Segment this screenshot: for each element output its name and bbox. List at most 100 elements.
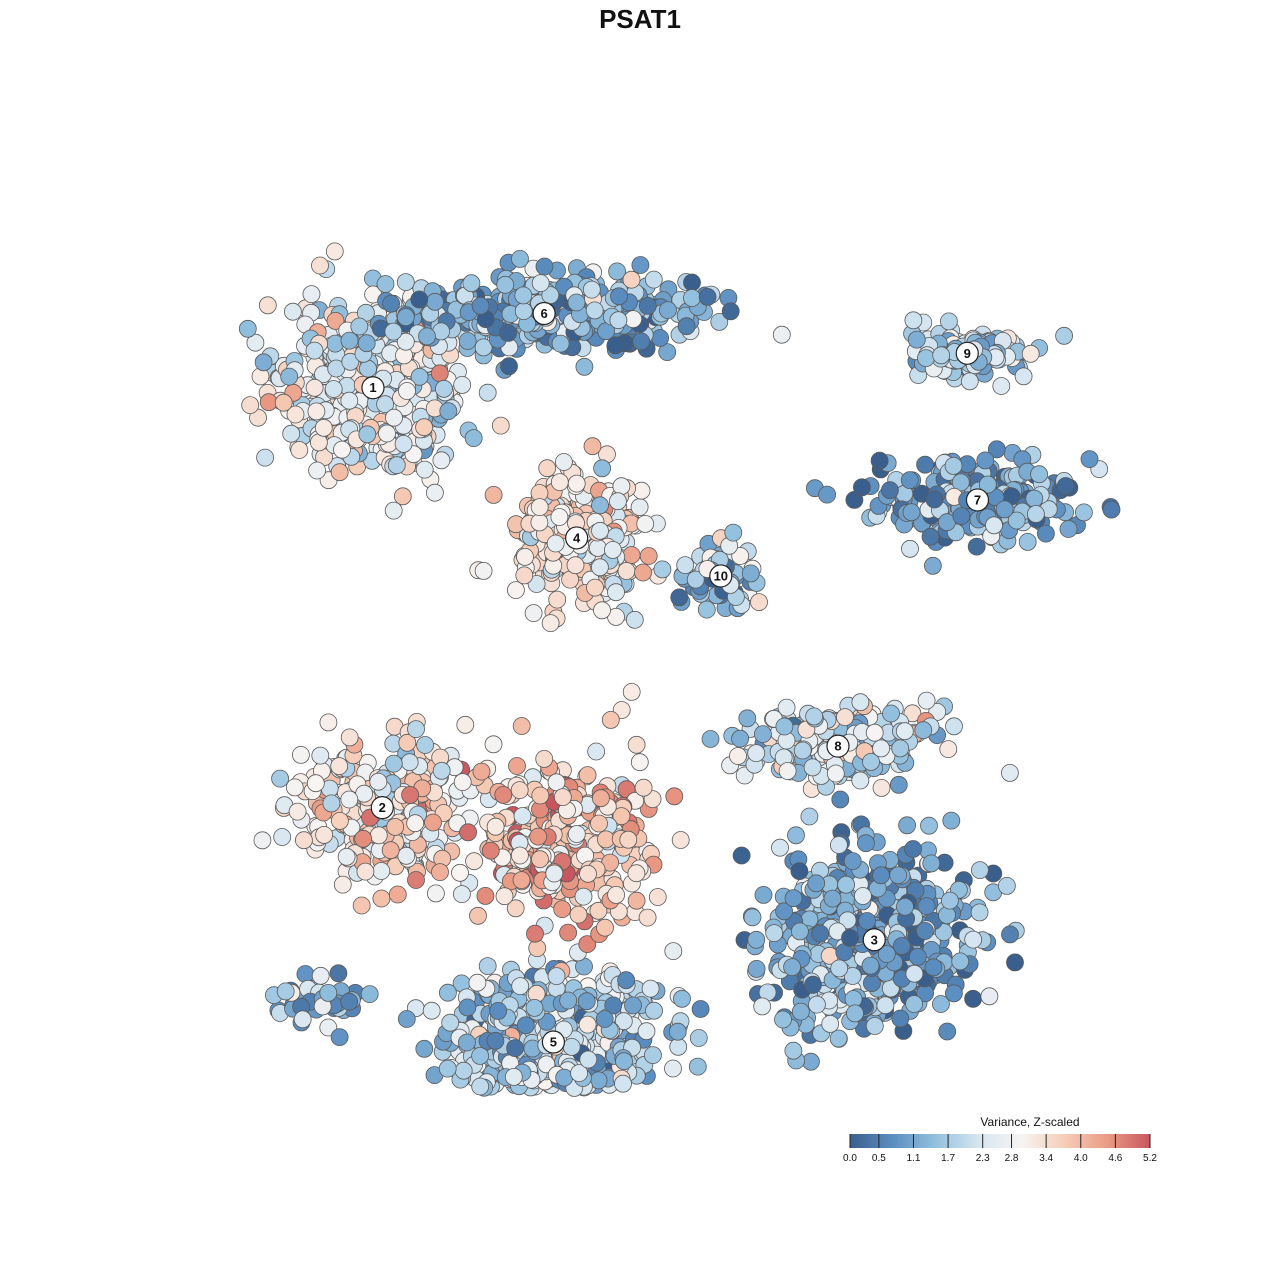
cell-point: [459, 823, 478, 842]
cell-point: [567, 293, 586, 312]
cell-point: [530, 498, 549, 517]
cell-point: [738, 709, 757, 728]
cell-point: [673, 989, 691, 1008]
cell-point: [670, 588, 689, 607]
cell-point: [590, 814, 608, 833]
cell-point: [904, 840, 922, 858]
cell-point: [837, 875, 855, 894]
cell-point: [354, 829, 373, 848]
cell-point: [273, 828, 292, 846]
cell-point: [274, 393, 293, 412]
cell-point: [634, 778, 653, 797]
cell-point: [808, 995, 826, 1014]
cell-point: [456, 715, 475, 734]
cell-point: [980, 987, 999, 1006]
cluster-label-text: 4: [573, 530, 581, 545]
cell-point: [1102, 500, 1121, 519]
cell-point: [895, 722, 914, 741]
cell-point: [314, 418, 333, 437]
cell-point: [535, 257, 554, 276]
cell-point: [495, 887, 514, 906]
cell-point: [823, 889, 842, 908]
cell-point: [627, 864, 646, 883]
cell-point: [511, 977, 530, 995]
legend-tick-label: 3.4: [1039, 1153, 1053, 1164]
legend-title: Variance, Z-scaled: [980, 1115, 1079, 1129]
cell-point: [691, 1000, 710, 1018]
cluster-label-text: 3: [871, 932, 878, 947]
legend-color-bar: [850, 1134, 1150, 1148]
cell-point: [624, 310, 643, 329]
cell-point: [617, 562, 636, 580]
scatter-points: [238, 242, 1121, 1097]
cell-point: [665, 787, 684, 806]
cell-point: [384, 322, 403, 341]
cell-point: [330, 757, 349, 775]
cell-point: [286, 405, 305, 424]
cell-point: [294, 831, 313, 850]
cell-point: [410, 290, 429, 309]
cell-point: [892, 937, 911, 955]
cell-point: [468, 973, 487, 992]
cell-point: [804, 975, 822, 994]
cell-point: [387, 456, 406, 475]
cell-point: [689, 1029, 708, 1047]
cell-point: [901, 539, 919, 558]
cell-point: [508, 757, 526, 775]
cell-point: [1006, 953, 1024, 972]
cell-point: [858, 912, 876, 930]
cell-point: [863, 974, 881, 992]
cluster-label-1: 1: [361, 376, 385, 400]
cell-point: [484, 735, 503, 754]
cell-point: [777, 698, 796, 717]
cell-point: [591, 558, 609, 577]
cell-point: [547, 967, 566, 985]
cell-point: [577, 992, 596, 1011]
cell-point: [500, 357, 518, 376]
cell-point: [607, 886, 625, 904]
cell-point: [917, 897, 936, 915]
cell-point: [940, 312, 958, 331]
cell-point: [401, 786, 420, 804]
legend-tick-label: 2.3: [976, 1153, 990, 1164]
cell-point: [378, 424, 396, 443]
cell-point: [305, 378, 324, 397]
cluster-label-10: 10: [709, 564, 733, 588]
cell-point: [710, 312, 729, 331]
cell-point: [406, 814, 425, 833]
cell-point: [831, 790, 850, 809]
cell-point: [352, 896, 371, 915]
cell-point: [865, 1017, 884, 1035]
cell-point: [538, 459, 557, 478]
cell-point: [630, 498, 649, 517]
cell-point: [550, 508, 569, 526]
cell-point: [889, 775, 908, 794]
cell-point: [426, 292, 444, 311]
cell-point: [397, 1010, 416, 1028]
cell-point: [340, 992, 359, 1011]
cell-point: [861, 956, 880, 975]
cell-point: [870, 451, 889, 470]
cell-point: [535, 750, 554, 768]
cell-point: [259, 393, 278, 412]
cell-point: [559, 923, 577, 942]
cell-point: [288, 802, 307, 821]
cell-point: [291, 746, 310, 764]
cell-point: [632, 332, 651, 351]
cell-point: [434, 379, 453, 398]
cell-point: [851, 771, 870, 790]
cell-point: [754, 725, 772, 743]
cell-point: [644, 270, 663, 289]
cell-point: [638, 296, 657, 315]
cell-point: [896, 897, 914, 916]
cell-point: [258, 296, 277, 315]
cell-point: [574, 887, 593, 906]
cell-point: [541, 614, 560, 632]
cell-point: [697, 600, 716, 619]
cell-point: [916, 455, 934, 474]
cell-point: [938, 1022, 957, 1041]
cell-point: [416, 736, 435, 754]
cell-point: [575, 357, 594, 376]
cell-point: [425, 483, 444, 502]
cell-point: [512, 871, 531, 889]
